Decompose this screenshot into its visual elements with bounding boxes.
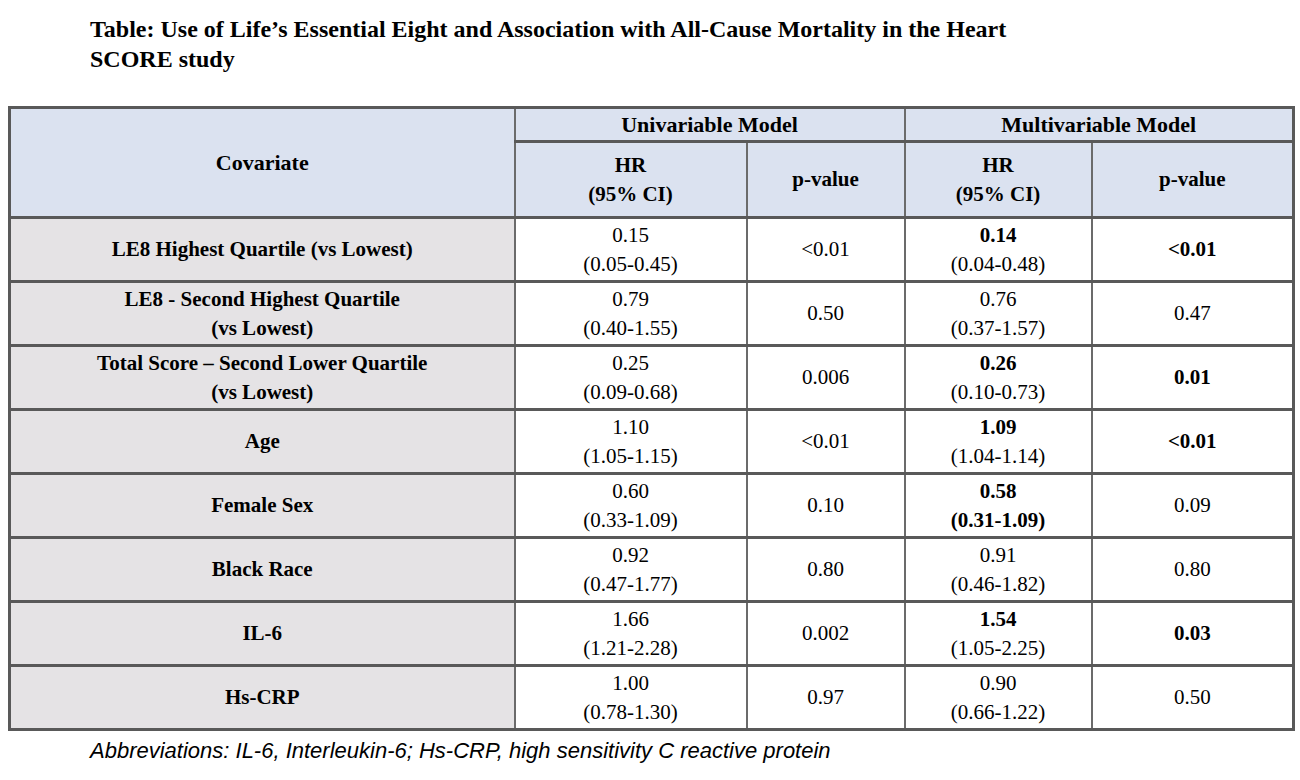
multi-pvalue-cell: 0.80	[1092, 538, 1294, 602]
ci-value: (1.21-2.28)	[520, 634, 742, 663]
uni-hr-cell: 1.00 (0.78-1.30)	[515, 666, 747, 730]
ci-value: (1.05-1.15)	[520, 442, 742, 471]
multi-hr-cell: 0.14 (0.04-0.48)	[905, 218, 1092, 282]
hr-value: 0.90	[910, 669, 1087, 698]
uni-pvalue-cell: 0.002	[747, 602, 905, 666]
ci-value: (0.66-1.22)	[910, 698, 1087, 727]
covariate-cell: Female Sex	[10, 474, 515, 538]
hr-value: 0.14	[910, 221, 1087, 250]
uni-hr-cell: 0.79 (0.40-1.55)	[515, 282, 747, 346]
table-row: LE8 - Second Highest Quartile (vs Lowest…	[10, 282, 1294, 346]
covariate-cell: Black Race	[10, 538, 515, 602]
uni-pvalue-cell: 0.50	[747, 282, 905, 346]
hr-value: 0.92	[520, 541, 742, 570]
header-group-row: Covariate Univariable Model Multivariabl…	[10, 108, 1294, 142]
ci-value: (0.78-1.30)	[520, 698, 742, 727]
multi-pvalue-cell: 0.03	[1092, 602, 1294, 666]
column-group-multivariable: Multivariable Model	[905, 108, 1294, 142]
multi-hr-cell: 1.54 (1.05-2.25)	[905, 602, 1092, 666]
column-header-multi-pvalue: p-value	[1092, 142, 1294, 218]
table-row: IL-6 1.66 (1.21-2.28) 0.002 1.54 (1.05-2…	[10, 602, 1294, 666]
uni-hr-cell: 0.25 (0.09-0.68)	[515, 346, 747, 410]
multi-hr-cell: 0.91 (0.46-1.82)	[905, 538, 1092, 602]
abbreviations-note: Abbreviations: IL-6, Interleukin-6; Hs-C…	[90, 738, 1300, 764]
uni-hr-cell: 1.10 (1.05-1.15)	[515, 410, 747, 474]
uni-pvalue-cell: 0.10	[747, 474, 905, 538]
ci-value: (0.09-0.68)	[520, 378, 742, 407]
table-header: Covariate Univariable Model Multivariabl…	[10, 108, 1294, 218]
ci-value: (0.40-1.55)	[520, 314, 742, 343]
table-row: Total Score – Second Lower Quartile (vs …	[10, 346, 1294, 410]
uni-pvalue-cell: 0.006	[747, 346, 905, 410]
multi-pvalue-cell: 0.50	[1092, 666, 1294, 730]
uni-hr-cell: 0.15 (0.05-0.45)	[515, 218, 747, 282]
uni-hr-cell: 0.92 (0.47-1.77)	[515, 538, 747, 602]
hr-value: 1.54	[910, 605, 1087, 634]
hr-value: 1.00	[520, 669, 742, 698]
uni-hr-cell: 0.60 (0.33-1.09)	[515, 474, 747, 538]
covariate-cell: Hs-CRP	[10, 666, 515, 730]
column-header-uni-pvalue: p-value	[747, 142, 905, 218]
table-row: Female Sex 0.60 (0.33-1.09) 0.10 0.58 (0…	[10, 474, 1294, 538]
multi-pvalue-cell: 0.01	[1092, 346, 1294, 410]
uni-hr-cell: 1.66 (1.21-2.28)	[515, 602, 747, 666]
multi-hr-cell: 0.90 (0.66-1.22)	[905, 666, 1092, 730]
hr-value: 1.66	[520, 605, 742, 634]
hr-value: 0.60	[520, 477, 742, 506]
ci-value: (0.31-1.09)	[910, 506, 1087, 535]
table-title: Table: Use of Life’s Essential Eight and…	[90, 14, 1210, 74]
ci-value: (0.37-1.57)	[910, 314, 1087, 343]
covariate-cell: Total Score – Second Lower Quartile (vs …	[10, 346, 515, 410]
multi-hr-cell: 1.09 (1.04-1.14)	[905, 410, 1092, 474]
multi-pvalue-cell: 0.09	[1092, 474, 1294, 538]
hr-value: 0.25	[520, 349, 742, 378]
hr-value: 0.76	[910, 285, 1087, 314]
multi-pvalue-cell: <0.01	[1092, 218, 1294, 282]
multi-pvalue-cell: 0.47	[1092, 282, 1294, 346]
hr-value: 0.91	[910, 541, 1087, 570]
table-body: LE8 Highest Quartile (vs Lowest) 0.15 (0…	[10, 218, 1294, 730]
document-page: Table: Use of Life’s Essential Eight and…	[0, 0, 1300, 780]
ci-value: (1.05-2.25)	[910, 634, 1087, 663]
ci-value: (0.46-1.82)	[910, 570, 1087, 599]
column-header-uni-hr: HR (95% CI)	[515, 142, 747, 218]
uni-pvalue-cell: <0.01	[747, 410, 905, 474]
ci-value: (0.10-0.73)	[910, 378, 1087, 407]
uni-pvalue-cell: <0.01	[747, 218, 905, 282]
covariate-cell: IL-6	[10, 602, 515, 666]
covariate-cell: Age	[10, 410, 515, 474]
multi-hr-cell: 0.26 (0.10-0.73)	[905, 346, 1092, 410]
covariate-cell: LE8 Highest Quartile (vs Lowest)	[10, 218, 515, 282]
ci-value: (0.05-0.45)	[520, 250, 742, 279]
hr-value: 0.58	[910, 477, 1087, 506]
column-header-multi-hr: HR (95% CI)	[905, 142, 1092, 218]
multi-pvalue-cell: <0.01	[1092, 410, 1294, 474]
table-row: Hs-CRP 1.00 (0.78-1.30) 0.97 0.90 (0.66-…	[10, 666, 1294, 730]
covariate-cell: LE8 - Second Highest Quartile (vs Lowest…	[10, 282, 515, 346]
ci-value: (1.04-1.14)	[910, 442, 1087, 471]
multi-hr-cell: 0.58 (0.31-1.09)	[905, 474, 1092, 538]
table-row: Black Race 0.92 (0.47-1.77) 0.80 0.91 (0…	[10, 538, 1294, 602]
multi-hr-cell: 0.76 (0.37-1.57)	[905, 282, 1092, 346]
ci-value: (0.47-1.77)	[520, 570, 742, 599]
uni-pvalue-cell: 0.97	[747, 666, 905, 730]
table-row: LE8 Highest Quartile (vs Lowest) 0.15 (0…	[10, 218, 1294, 282]
hr-value: 0.79	[520, 285, 742, 314]
column-header-covariate: Covariate	[10, 108, 515, 218]
hr-value: 1.09	[910, 413, 1087, 442]
hr-value: 0.15	[520, 221, 742, 250]
ci-value: (0.04-0.48)	[910, 250, 1087, 279]
hr-value: 1.10	[520, 413, 742, 442]
results-table: Covariate Univariable Model Multivariabl…	[8, 106, 1295, 731]
table-row: Age 1.10 (1.05-1.15) <0.01 1.09 (1.04-1.…	[10, 410, 1294, 474]
hr-value: 0.26	[910, 349, 1087, 378]
uni-pvalue-cell: 0.80	[747, 538, 905, 602]
column-group-univariable: Univariable Model	[515, 108, 905, 142]
ci-value: (0.33-1.09)	[520, 506, 742, 535]
